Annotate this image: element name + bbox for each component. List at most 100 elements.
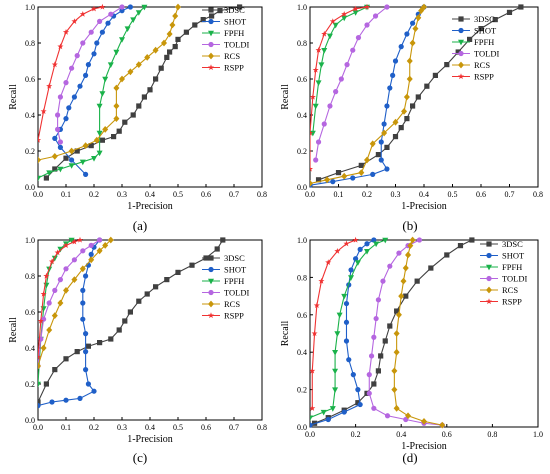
data-point-toldi (396, 250, 402, 256)
data-point-3dsc (214, 246, 220, 252)
data-point-rcs (310, 180, 313, 187)
data-point-3dsc (175, 269, 181, 275)
data-point-rspp (57, 43, 64, 50)
data-point-shot (83, 171, 89, 177)
data-point-toldi (338, 76, 344, 82)
data-point-toldi (55, 112, 61, 118)
series-line-3dsc (38, 239, 224, 403)
data-point-3dsc (158, 65, 164, 71)
data-point-rcs (409, 39, 416, 47)
data-point-rspp (313, 302, 320, 309)
data-point-toldi (371, 405, 377, 411)
legend-label-shot: SHOT (224, 17, 247, 27)
data-point-rcs (418, 7, 425, 14)
data-point-fpfh (57, 166, 64, 173)
data-point-toldi (384, 413, 391, 419)
data-point-3dsc (220, 237, 226, 243)
legend-marker-rspp (485, 298, 493, 305)
x-tick-label: 0.2 (89, 190, 99, 199)
y-tick-label: 0.8 (297, 273, 307, 282)
data-point-rspp (334, 248, 341, 254)
y-tick-label: 0.8 (297, 39, 307, 48)
y-tick-label: 0.0 (297, 423, 307, 432)
data-point-rcs (369, 140, 376, 148)
data-point-3dsc (97, 340, 103, 346)
data-point-3dsc (74, 349, 80, 355)
data-point-shot (381, 121, 387, 127)
x-tick-label: 0.0 (305, 430, 315, 439)
data-point-rcs (152, 46, 159, 54)
data-point-fpfh (51, 255, 58, 262)
legend-label-toldi: TOLDI (502, 274, 528, 284)
x-tick-label: 0.6 (201, 423, 211, 432)
data-point-rcs (407, 242, 414, 250)
data-point-fpfh (336, 312, 343, 319)
data-point-shot (85, 62, 91, 68)
data-point-rcs (439, 421, 446, 429)
x-tick-label: 0.1 (61, 190, 71, 199)
data-point-toldi (57, 94, 64, 100)
data-point-rcs (135, 61, 142, 68)
legend-marker-toldi (208, 289, 214, 296)
data-point-toldi (380, 278, 386, 284)
y-tick-label: 0.6 (25, 308, 35, 317)
x-tick-label: 0.3 (117, 190, 127, 199)
panel-label: (c) (133, 450, 147, 465)
data-point-rcs (96, 247, 103, 255)
data-point-rspp (325, 259, 332, 266)
data-point-3dsc (153, 284, 159, 290)
legend-marker-rcs (486, 286, 492, 294)
panel-label: (d) (402, 450, 417, 465)
legend-marker-3dsc (208, 255, 214, 261)
data-point-fpfh (99, 91, 106, 97)
data-point-toldi (97, 237, 103, 243)
data-point-rcs (392, 118, 399, 126)
x-tick-label: 0.8 (533, 190, 543, 199)
x-axis-label: 1-Precision (401, 441, 447, 452)
data-point-toldi (80, 40, 86, 46)
legend-label-fpfh: FPFH (224, 28, 244, 38)
data-point-shot (346, 357, 352, 363)
data-point-fpfh (315, 80, 322, 86)
data-point-3dsc (136, 298, 142, 304)
x-tick-label: 0.5 (173, 190, 183, 199)
data-point-3dsc (398, 125, 404, 131)
data-point-rspp (48, 258, 56, 265)
legend-label-toldi: TOLDI (474, 49, 500, 59)
series-group (38, 3, 243, 182)
x-tick-label: 0.2 (89, 423, 99, 432)
data-point-fpfh (312, 103, 319, 110)
data-point-shot (357, 401, 363, 408)
data-point-shot (83, 273, 89, 279)
y-tick-label: 0.2 (25, 380, 35, 389)
data-point-3dsc (175, 36, 181, 42)
data-point-3dsc (382, 338, 388, 344)
legend-label-fpfh: FPFH (502, 262, 522, 272)
data-point-rcs (398, 292, 405, 300)
x-tick-label: 0.6 (476, 190, 486, 199)
x-tick-label: 0.8 (257, 423, 267, 432)
data-point-shot (63, 397, 69, 403)
data-point-rcs (175, 3, 181, 11)
y-tick-label: 0.6 (25, 75, 35, 84)
data-point-shot (52, 135, 58, 141)
legend-label-fpfh: FPFH (224, 276, 244, 286)
data-point-rcs (63, 287, 69, 294)
data-point-3dsc (428, 265, 434, 271)
data-point-fpfh (96, 150, 103, 157)
data-point-toldi (371, 334, 377, 340)
series-group (310, 236, 475, 429)
data-point-rcs (57, 299, 64, 307)
data-point-shot (69, 157, 75, 163)
data-point-rspp (54, 249, 61, 256)
x-tick-label: 0.0 (33, 423, 43, 432)
chart-panel-2: 0.0 0.1 0.2 0.3 0.4 0.5 0.6 0.7 0.8 0.0 0.2 0.4 0.6 0… (280, 3, 543, 233)
data-point-fpfh (46, 170, 53, 176)
data-point-3dsc (335, 170, 342, 176)
legend-marker-fpfh (458, 39, 464, 46)
y-tick-label: 0.2 (297, 386, 307, 395)
data-point-toldi (97, 18, 103, 24)
data-point-3dsc (378, 353, 384, 359)
